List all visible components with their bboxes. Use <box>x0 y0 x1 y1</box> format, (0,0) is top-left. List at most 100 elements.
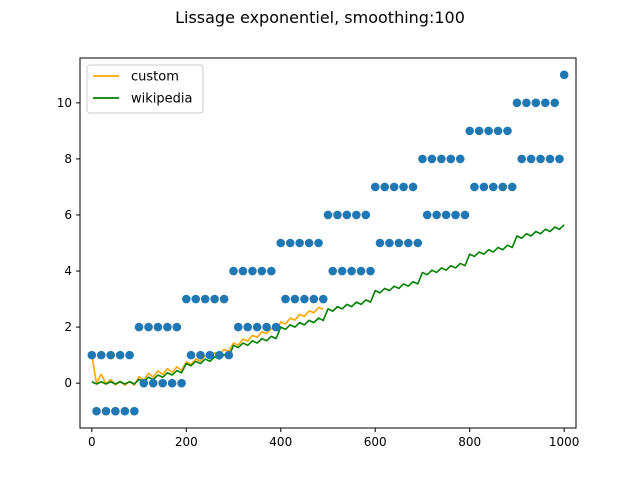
scatter-point <box>271 322 281 332</box>
scatter-point <box>507 182 517 192</box>
y-tick-label: 10 <box>57 96 72 110</box>
scatter-point <box>267 266 276 276</box>
scatter-point <box>512 98 522 108</box>
scatter-point <box>111 406 120 416</box>
scatter-point <box>215 350 224 360</box>
scatter-point <box>210 294 219 304</box>
scatter-point <box>134 322 144 332</box>
scatter-point <box>385 238 394 248</box>
y-tick-label: 6 <box>64 208 72 222</box>
scatter-point <box>101 406 111 416</box>
y-axis-ticks: 0 2 4 6 8 10 <box>57 96 80 390</box>
scatter-point <box>352 210 361 220</box>
scatter-point <box>342 210 352 220</box>
scatter-point <box>318 294 328 304</box>
scatter-point <box>408 182 418 192</box>
plot-area: 0 200 400 600 800 1000 0 2 4 6 8 10 <box>57 57 579 449</box>
scatter-point <box>479 182 489 192</box>
scatter-point <box>536 154 545 164</box>
scatter-point <box>394 238 404 248</box>
scatter-point <box>115 350 125 360</box>
legend-label-custom: custom <box>131 70 179 85</box>
scatter-point <box>455 154 465 164</box>
scatter-point <box>328 266 338 276</box>
scatter-point <box>163 322 172 332</box>
scatter-point <box>555 154 564 164</box>
scatter-point <box>432 210 441 220</box>
scatter-point <box>309 294 319 304</box>
scatter-point <box>366 266 375 276</box>
legend-items: custom wikipedia <box>93 70 192 107</box>
scatter-point <box>281 294 290 304</box>
series-line-wikipedia <box>91 224 565 385</box>
scatter-point <box>248 266 257 276</box>
x-tick-label: 600 <box>364 435 387 449</box>
scatter-point <box>347 266 356 276</box>
scatter-point <box>333 210 342 220</box>
scatter-point <box>96 350 106 360</box>
x-tick-label: 200 <box>175 435 198 449</box>
scatter-point <box>106 350 115 360</box>
scatter-point <box>314 238 323 248</box>
x-tick-label: 1000 <box>549 435 580 449</box>
scatter-point <box>489 182 498 192</box>
scatter-point <box>474 126 484 136</box>
scatter-point <box>300 294 309 304</box>
scatter-point <box>441 210 451 220</box>
scatter-point <box>229 266 238 276</box>
legend-box <box>86 64 204 114</box>
scatter-point <box>337 266 347 276</box>
scatter-point <box>418 154 427 164</box>
scatter-point <box>186 350 196 360</box>
x-tick-label: 400 <box>269 435 292 449</box>
scatter-point <box>460 210 470 220</box>
scatter-point <box>238 266 248 276</box>
scatter-point <box>196 350 205 360</box>
scatter-point <box>404 238 413 248</box>
scatter-point <box>484 126 493 136</box>
scatter-point <box>144 322 153 332</box>
scatter-point <box>427 154 437 164</box>
scatter-point <box>87 350 97 360</box>
scatter-point <box>550 98 560 108</box>
scatter-point <box>153 322 163 332</box>
scatter-point <box>262 322 271 332</box>
scatter-point <box>413 238 423 248</box>
scatter-point <box>470 182 479 192</box>
scatter-point <box>172 322 182 332</box>
scatter-point <box>370 182 380 192</box>
scatter-point <box>541 98 550 108</box>
y-tick-label: 4 <box>64 264 72 278</box>
scatter-point <box>451 210 460 220</box>
scatter-point <box>167 378 177 388</box>
y-tick-label: 2 <box>64 320 72 334</box>
scatter-point <box>252 322 262 332</box>
scatter-point <box>498 182 508 192</box>
y-tick-label: 0 <box>64 376 72 390</box>
scatter-point <box>233 322 243 332</box>
scatter-point <box>526 154 536 164</box>
scatter-point <box>446 154 456 164</box>
scatter-point <box>559 70 569 80</box>
scatter-point <box>356 266 366 276</box>
chart-title: Lissage exponentiel, smoothing:100 <box>175 8 465 27</box>
scatter-layer <box>87 70 569 416</box>
scatter-point <box>380 182 389 192</box>
scatter-point <box>148 378 158 388</box>
legend-label-wikipedia: wikipedia <box>131 92 192 107</box>
scatter-point <box>177 378 186 388</box>
scatter-point <box>517 154 526 164</box>
scatter-point <box>304 238 314 248</box>
scatter-point <box>224 350 234 360</box>
x-axis-ticks: 0 200 400 600 800 1000 <box>88 428 579 449</box>
y-tick-label: 8 <box>64 152 72 166</box>
scatter-point <box>437 154 446 164</box>
scatter-point <box>120 406 130 416</box>
scatter-point <box>243 322 252 332</box>
scatter-point <box>257 266 267 276</box>
x-tick-label: 0 <box>88 435 96 449</box>
scatter-point <box>191 294 201 304</box>
scatter-point <box>545 154 555 164</box>
scatter-point <box>361 210 371 220</box>
scatter-point <box>285 238 295 248</box>
